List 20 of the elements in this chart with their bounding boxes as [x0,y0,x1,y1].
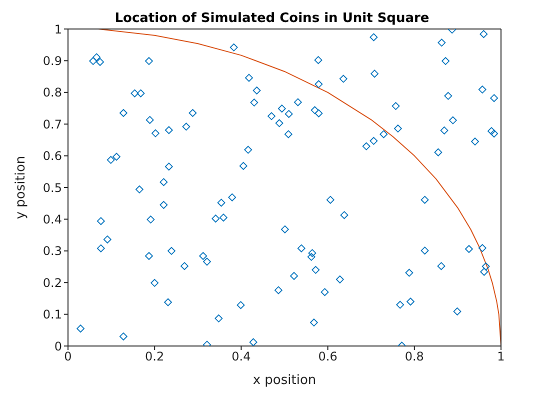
y-tick-label: 0.6 [42,149,62,164]
y-tick-label: 0.9 [42,54,62,68]
x-tick-label: 0.4 [232,350,251,364]
x-tick-label: 1 [497,350,505,364]
y-tick-label: 0.7 [42,117,62,132]
x-tick-label: 0.8 [404,350,424,364]
y-tick-label: 0.3 [42,244,62,258]
y-tick-label: 0.8 [42,86,62,100]
x-tick-label: 0 [64,350,72,364]
y-tick-label: 0.4 [42,212,62,226]
y-tick-label: 0.2 [42,276,62,290]
x-tick-label: 0.2 [145,350,164,364]
chart-title: Location of Simulated Coins in Unit Square [114,11,430,26]
y-axis-title: y position [14,156,29,220]
y-tick-label: 0.5 [42,180,62,195]
x-tick-label: 0.6 [318,350,338,364]
y-tick-label: 0.1 [42,308,62,322]
y-tick-label: 1 [54,22,62,36]
x-axis-title: x position [252,373,316,388]
y-tick-label: 0 [54,339,62,354]
